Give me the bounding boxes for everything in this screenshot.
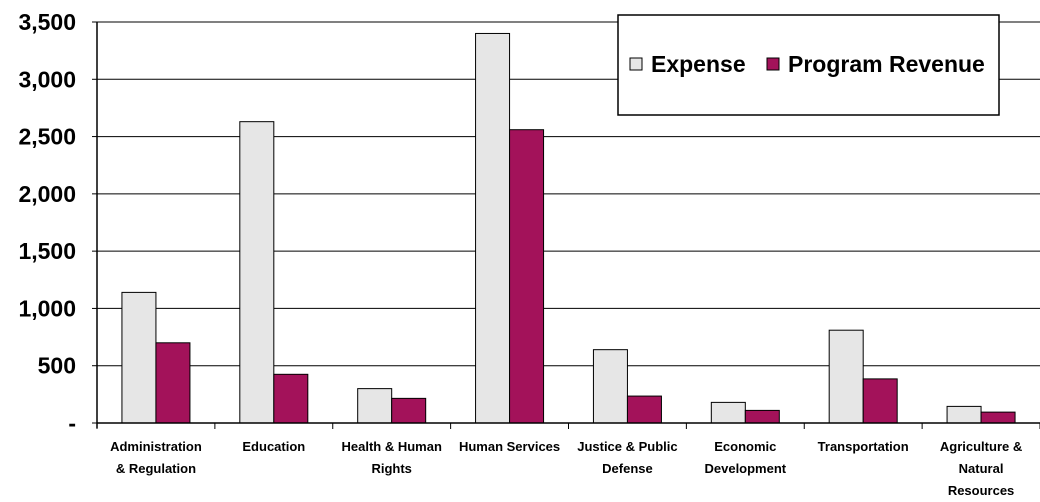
legend-swatch xyxy=(766,57,780,71)
legend: Expense Program Revenue xyxy=(617,14,1000,116)
bar-program-revenue xyxy=(391,397,427,424)
bar-program-revenue xyxy=(980,411,1016,424)
y-tick-label: 1,500 xyxy=(18,238,76,264)
bar-expense xyxy=(239,121,275,424)
bar-expense xyxy=(946,405,982,424)
axes xyxy=(92,21,1040,429)
legend-label: Expense xyxy=(651,51,746,77)
legend-label: Program Revenue xyxy=(788,51,985,77)
bar-expense xyxy=(357,388,393,424)
bar-expense xyxy=(121,291,157,424)
x-tick-label: Agriculture & Natural Resources xyxy=(940,439,1022,498)
y-tick-label: 2,000 xyxy=(18,181,76,207)
bar-program-revenue xyxy=(273,373,309,424)
y-axis-tick-labels: - 500 1,000 1,500 2,000 2,500 3,000 3,500 xyxy=(18,9,76,436)
bar-program-revenue xyxy=(155,342,191,424)
legend-swatch xyxy=(629,57,643,71)
x-tick-label: Education xyxy=(242,439,305,454)
x-tick-label: Human Services xyxy=(459,439,560,454)
x-tick-label: Justice & Public Defense xyxy=(577,439,677,476)
bar-program-revenue xyxy=(626,395,662,424)
bar-expense xyxy=(592,349,628,424)
x-tick-label: Health & Human Rights xyxy=(341,439,441,476)
bar-expense xyxy=(710,401,746,424)
y-tick-label: 1,000 xyxy=(18,295,76,321)
bar-expense xyxy=(475,32,511,424)
bar-program-revenue xyxy=(509,129,545,424)
x-tick-label: Administration & Regulation xyxy=(110,439,202,476)
bar-program-revenue xyxy=(744,409,780,424)
y-tick-label: 2,500 xyxy=(18,124,76,150)
x-axis-tick-labels: Administration & Regulation Education Healt… xyxy=(110,439,1022,498)
y-tick-label: 3,000 xyxy=(18,66,76,92)
bar-expense xyxy=(828,329,864,424)
x-tick-label: Transportation xyxy=(818,439,909,454)
x-tick-label: Economic Development xyxy=(704,439,786,476)
legend-box xyxy=(617,14,1000,116)
bars xyxy=(121,32,1016,424)
y-tick-label: - xyxy=(68,410,76,436)
bar-program-revenue xyxy=(862,378,898,424)
y-tick-label: 500 xyxy=(38,353,76,379)
y-tick-label: 3,500 xyxy=(18,9,76,35)
